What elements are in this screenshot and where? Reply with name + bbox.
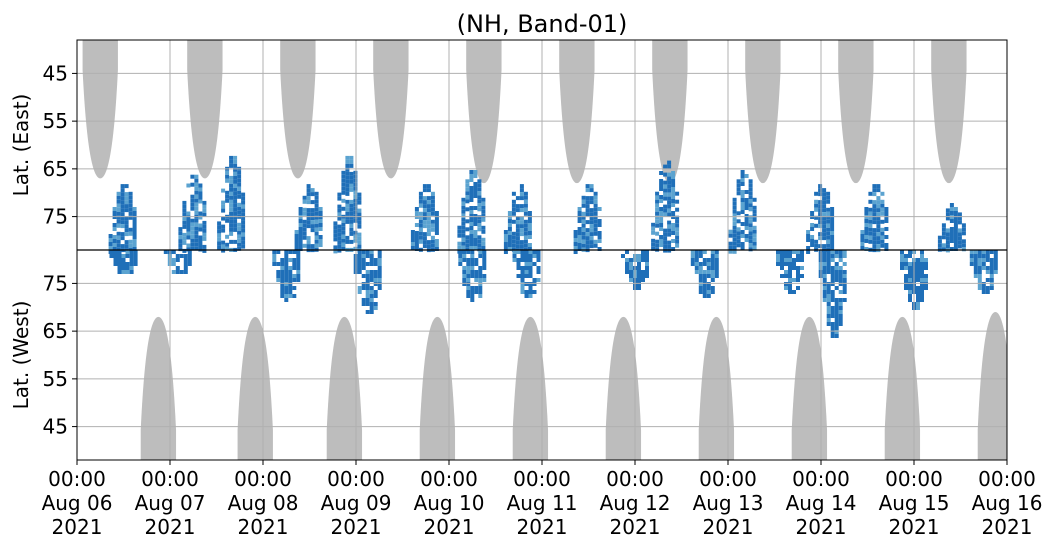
- no-coverage-west-9: [884, 316, 921, 460]
- no-coverage-east-9: [838, 40, 874, 184]
- y-axis-east-label: Lat. (East): [9, 94, 33, 197]
- activity-east-12: [806, 184, 835, 254]
- y-tick-label-west: 55: [43, 367, 68, 391]
- y-tick-label-east: 65: [43, 157, 68, 181]
- x-axis: 00:00 Aug 06 2021 00:00 Aug 07 2021 00:00 Aug 0…: [42, 460, 1043, 539]
- activity-east-10: [651, 160, 680, 253]
- activity-east-3: [217, 155, 246, 253]
- x-tick-label: 00:00 Aug 11 2021: [507, 467, 578, 539]
- activity-east-7: [457, 170, 486, 254]
- activity-west-5: [458, 250, 487, 302]
- no-coverage-west-3: [326, 316, 363, 460]
- activity-west-9: [776, 250, 804, 294]
- no-coverage-east-7: [652, 40, 688, 184]
- activity-west-1: [109, 250, 138, 274]
- no-coverage-west-4: [419, 316, 456, 460]
- no-coverage-east-5: [466, 40, 502, 184]
- activity-east-1: [108, 184, 137, 254]
- activity-east-13: [860, 184, 889, 253]
- y-tick-label-east: 45: [43, 61, 68, 85]
- no-coverage-east-10: [931, 40, 967, 184]
- activity-east-9: [573, 184, 602, 254]
- no-coverage-west-10: [977, 312, 1007, 460]
- activity-west-12: [969, 250, 998, 294]
- activity-east-14: [937, 203, 966, 253]
- plot-area: [77, 40, 1007, 460]
- activity-east-4: [294, 184, 323, 254]
- y-axis-east: 45 55 65 75: [43, 61, 77, 229]
- y-tick-label-east: 55: [43, 109, 68, 133]
- x-tick-label: 00:00 Aug 14 2021: [786, 467, 857, 539]
- activity-east-11: [728, 170, 757, 254]
- no-coverage-east-1: [82, 40, 118, 179]
- no-coverage-layer: [82, 40, 1007, 460]
- activity-west-2: [163, 250, 192, 274]
- no-coverage-west-7: [698, 316, 735, 460]
- chart-title: (NH, Band-01): [457, 10, 628, 38]
- x-tick-label: 00:00 Aug 08 2021: [228, 467, 299, 539]
- no-coverage-east-3: [280, 40, 316, 179]
- y-axis-west-label: Lat. (West): [9, 301, 33, 410]
- no-coverage-west-2: [237, 316, 273, 460]
- grid-layer: [77, 40, 1007, 460]
- no-coverage-east-4: [373, 40, 409, 179]
- y-tick-label-east: 75: [43, 205, 68, 229]
- x-tick-label: 00:00 Aug 07 2021: [135, 467, 206, 539]
- x-tick-label: 00:00 Aug 10 2021: [414, 467, 485, 539]
- no-coverage-west-1: [140, 316, 177, 460]
- activity-west-4: [353, 250, 382, 314]
- activity-east-2: [178, 174, 207, 253]
- activity-west-8: [690, 250, 719, 298]
- activity-west-10: [818, 250, 847, 338]
- no-coverage-west-5: [512, 316, 549, 460]
- y-tick-label-west: 65: [43, 319, 68, 343]
- activity-east-5: [333, 155, 362, 254]
- x-tick-label: 00:00 Aug 15 2021: [879, 467, 950, 539]
- x-tick-label: 00:00 Aug 06 2021: [42, 467, 113, 539]
- activity-east-6: [410, 184, 439, 253]
- x-tick-label: 00:00 Aug 09 2021: [321, 467, 392, 539]
- activity-west-3: [272, 250, 301, 302]
- activity-west-6: [512, 250, 541, 298]
- x-tick-label: 00:00 Aug 12 2021: [600, 467, 671, 539]
- no-coverage-west-6: [605, 316, 642, 460]
- x-tick-label: 00:00 Aug 16 2021: [972, 467, 1043, 539]
- no-coverage-east-2: [187, 40, 223, 179]
- no-coverage-west-8: [791, 316, 828, 460]
- no-coverage-east-6: [559, 40, 595, 184]
- activity-layer: [108, 155, 998, 338]
- y-tick-label-west: 45: [43, 415, 68, 439]
- no-coverage-east-8: [745, 40, 781, 184]
- activity-east-8: [503, 184, 532, 254]
- y-tick-label-west: 75: [43, 271, 68, 295]
- y-axis-west: 75 65 55 45: [43, 271, 77, 439]
- x-tick-label: 00:00 Aug 13 2021: [693, 467, 764, 539]
